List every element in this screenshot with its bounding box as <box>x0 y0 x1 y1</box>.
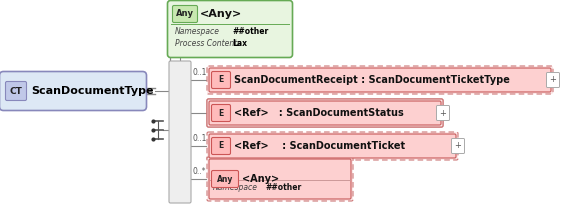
Text: Any: Any <box>176 9 194 18</box>
FancyBboxPatch shape <box>6 81 26 101</box>
Text: Any: Any <box>217 175 233 184</box>
FancyBboxPatch shape <box>209 159 351 199</box>
Text: Namespace: Namespace <box>175 28 220 37</box>
FancyBboxPatch shape <box>452 139 465 154</box>
FancyBboxPatch shape <box>207 132 458 160</box>
FancyBboxPatch shape <box>207 66 553 94</box>
FancyBboxPatch shape <box>0 71 146 110</box>
Text: ##other: ##other <box>232 28 268 37</box>
Text: +: + <box>454 142 462 151</box>
Text: E: E <box>218 142 224 151</box>
Text: 0..1: 0..1 <box>193 134 208 143</box>
Text: ScanDocumentReceipt : ScanDocumentTicketType: ScanDocumentReceipt : ScanDocumentTicket… <box>234 75 510 85</box>
Text: Lax: Lax <box>232 39 247 49</box>
FancyBboxPatch shape <box>172 5 197 22</box>
FancyBboxPatch shape <box>209 68 551 92</box>
Text: ##other: ##other <box>265 183 301 192</box>
FancyBboxPatch shape <box>209 101 441 125</box>
FancyBboxPatch shape <box>169 61 191 203</box>
FancyBboxPatch shape <box>207 99 443 127</box>
Text: CT: CT <box>10 87 22 96</box>
FancyBboxPatch shape <box>211 71 231 88</box>
Text: 0..1: 0..1 <box>193 68 208 77</box>
Text: ScanDocumentType: ScanDocumentType <box>31 86 154 96</box>
Text: +: + <box>550 76 557 84</box>
FancyBboxPatch shape <box>211 105 231 122</box>
Text: <Any>: <Any> <box>242 174 279 184</box>
Text: 0..*: 0..* <box>193 167 206 176</box>
FancyBboxPatch shape <box>207 157 353 201</box>
Text: <Any>: <Any> <box>200 9 242 19</box>
FancyBboxPatch shape <box>209 134 456 158</box>
Text: <Ref>    : ScanDocumentTicket: <Ref> : ScanDocumentTicket <box>234 141 405 151</box>
Text: +: + <box>440 109 447 118</box>
FancyBboxPatch shape <box>436 105 449 121</box>
Text: Namespace: Namespace <box>213 183 258 192</box>
FancyBboxPatch shape <box>211 171 238 188</box>
FancyBboxPatch shape <box>168 0 292 58</box>
FancyBboxPatch shape <box>211 138 231 155</box>
Text: <Ref>   : ScanDocumentStatus: <Ref> : ScanDocumentStatus <box>234 108 404 118</box>
FancyBboxPatch shape <box>546 72 559 88</box>
Text: E: E <box>218 76 224 84</box>
Text: Process Contents: Process Contents <box>175 39 241 49</box>
Text: E: E <box>218 109 224 118</box>
